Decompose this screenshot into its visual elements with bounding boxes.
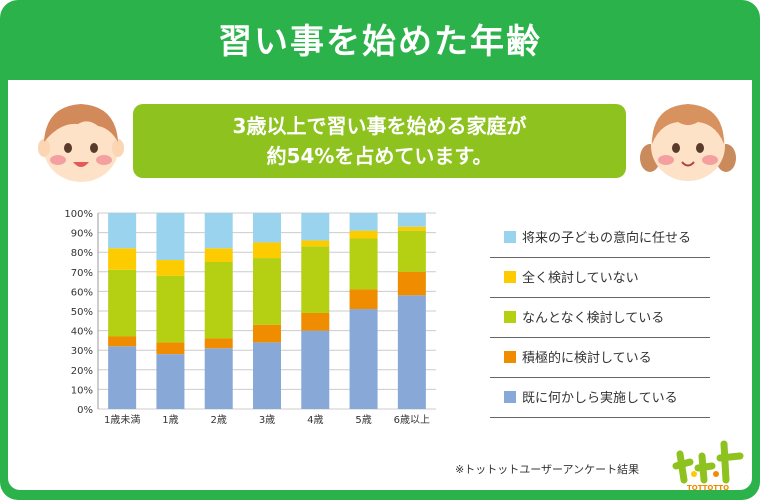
bar-segment — [301, 246, 330, 313]
bar-segment — [349, 238, 378, 290]
legend-item: 既に何かしら実施している — [490, 378, 710, 418]
y-tick-label: 0% — [77, 405, 93, 416]
y-tick-label: 100% — [64, 209, 93, 220]
y-tick-label: 70% — [71, 268, 93, 279]
bar-segment — [156, 213, 185, 261]
x-tick-label: 6歳以上 — [394, 414, 430, 426]
legend-item: なんとなく検討している — [490, 298, 710, 338]
bar-segment — [301, 330, 330, 409]
tottotto-logo: TOTTOTTO — [672, 440, 744, 492]
bar-segment — [156, 342, 185, 355]
legend-item: 積極的に検討している — [490, 338, 710, 378]
boy-face-icon — [38, 104, 124, 182]
y-tick-label: 10% — [71, 385, 93, 396]
y-tick-label: 60% — [71, 287, 93, 298]
bar-segment — [108, 336, 137, 347]
x-tick-label: 3歳 — [259, 414, 275, 426]
bar-segment — [108, 213, 137, 249]
legend-item: 将来の子どもの意向に任せる — [490, 218, 710, 258]
y-tick-label: 20% — [71, 366, 93, 377]
legend-swatch — [504, 351, 516, 363]
bar-segment — [397, 213, 426, 227]
banner-line-2: 約54%を占めています。 — [266, 144, 493, 168]
bar-segment — [349, 289, 378, 310]
bar-segment — [349, 230, 378, 239]
page-title: 習い事を始めた年齢 — [218, 22, 542, 62]
legend-item: 全く検討していない — [490, 258, 710, 298]
legend-swatch — [504, 231, 516, 243]
bar-segment — [156, 354, 185, 409]
bar-segment — [301, 240, 330, 247]
bar-segment — [108, 248, 137, 270]
bar-segment — [204, 248, 233, 262]
y-tick-label: 40% — [71, 327, 93, 338]
bar-segment — [301, 312, 330, 331]
bar-segment — [108, 269, 137, 337]
bar-segment — [397, 295, 426, 409]
legend-label: 将来の子どもの意向に任せる — [522, 231, 692, 246]
bar-segment — [349, 309, 378, 409]
bar-segment — [253, 258, 281, 325]
bar-segment — [204, 262, 233, 339]
bar-segment — [253, 213, 281, 243]
legend-swatch — [504, 391, 516, 403]
legend-label: 積極的に検討している — [522, 351, 652, 366]
bar-segment — [156, 260, 185, 276]
x-tick-label: 4歳 — [307, 414, 323, 426]
bar-segment — [349, 213, 378, 231]
x-tick-label: 5歳 — [355, 414, 371, 426]
bar-segment — [253, 242, 281, 259]
y-tick-label: 30% — [71, 346, 93, 357]
bar-segment — [108, 346, 137, 409]
x-tick-label: 1歳未満 — [104, 414, 140, 426]
logo-text: TOTTOTTO — [687, 484, 729, 492]
legend-label: 全く検討していない — [522, 271, 639, 286]
bar-segment — [156, 275, 185, 343]
legend-swatch — [504, 271, 516, 283]
x-tick-label: 2歳 — [211, 414, 227, 426]
y-tick-label: 50% — [71, 307, 93, 318]
source-note: ※トットットユーザーアンケート結果 — [455, 463, 640, 476]
x-tick-label: 1歳 — [162, 414, 178, 426]
bar-segment — [204, 213, 233, 249]
girl-face-icon — [640, 104, 736, 181]
summary-banner: 3歳以上で習い事を始める家庭が 約54%を占めています。 — [133, 104, 626, 178]
stacked-bar-chart: 0% 10% 20% 30% 40% 50% 60% 70% 80% 90% 100% 1歳未満 1歳 2… — [64, 209, 436, 426]
bar-segment — [253, 342, 281, 409]
bar-segment — [397, 271, 426, 296]
banner-line-1: 3歳以上で習い事を始める家庭が — [232, 114, 527, 138]
bar-segment — [397, 226, 426, 231]
bar-segment — [253, 324, 281, 343]
legend-label: 既に何かしら実施している — [522, 391, 678, 406]
y-tick-label: 80% — [71, 248, 93, 259]
bar-segment — [204, 348, 233, 409]
legend-swatch — [504, 311, 516, 323]
bar-segment — [204, 338, 233, 349]
chart-legend: 将来の子どもの意向に任せる 全く検討していないなんとなく検討している 積極的に検討し… — [490, 218, 710, 418]
bar-segment — [397, 230, 426, 272]
legend-label: なんとなく検討している — [522, 311, 665, 326]
y-tick-label: 90% — [71, 229, 93, 240]
bar-segment — [301, 213, 330, 241]
